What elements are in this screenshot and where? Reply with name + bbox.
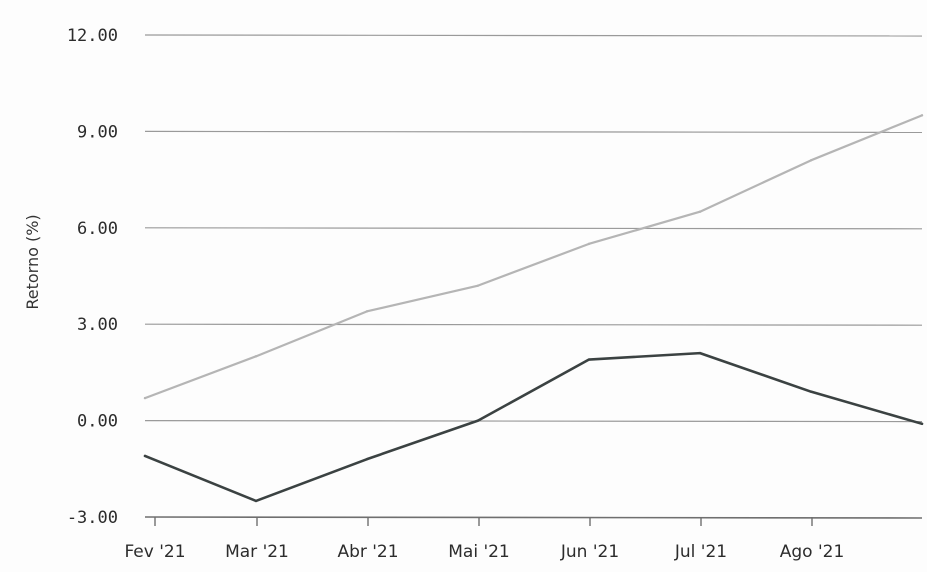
- x-tick-label: Jun '21: [560, 542, 619, 562]
- x-tick-label: Fev '21: [124, 542, 185, 562]
- x-tick-label: Jul '21: [674, 542, 727, 562]
- series-1-point: [143, 396, 147, 400]
- gridline: [144, 323, 923, 326]
- series-2-point: [698, 351, 702, 355]
- y-tick-label: 3.00: [77, 315, 118, 335]
- series-lines: [143, 114, 924, 503]
- series-2-point: [920, 422, 924, 426]
- series-1-point: [254, 355, 258, 358]
- series-1-point: [365, 310, 369, 313]
- y-tick-label: 12.00: [67, 26, 118, 46]
- y-axis-ticks: 12.00 9.00 6.00 3.00 0.00 -3.00: [67, 26, 118, 528]
- gridline: [144, 130, 923, 133]
- y-tick-label: -3.00: [67, 508, 118, 528]
- y-tick-label: 0.00: [77, 412, 118, 432]
- x-tick-label: Abr '21: [337, 542, 398, 562]
- series-1-point: [809, 159, 813, 162]
- series-1-point: [587, 242, 591, 246]
- series-2-point: [476, 419, 480, 422]
- gridline: [144, 420, 923, 423]
- series-2-point: [143, 454, 147, 458]
- gridlines: [144, 34, 923, 519]
- x-tick-label: Mar '21: [225, 542, 289, 562]
- series-1-point: [920, 114, 924, 117]
- gridline: [144, 34, 923, 37]
- x-axis-line: [144, 516, 923, 519]
- gridline: [144, 227, 923, 230]
- series-2-point: [254, 499, 258, 503]
- series-1-point: [698, 210, 702, 213]
- series-line-1: [143, 114, 924, 400]
- series-2-point: [365, 457, 369, 461]
- y-tick-label: 6.00: [77, 219, 118, 239]
- x-axis: Fev '21 Mar '21 Abr '21 Mai '21 Jun '21 Jul '…: [124, 517, 844, 562]
- y-axis-title: Retorno (%): [23, 214, 42, 309]
- x-tick-label: Ago '21: [780, 542, 845, 562]
- x-tick-label: Mai '21: [448, 542, 510, 562]
- series-1-point: [476, 284, 480, 287]
- series-2-point: [587, 358, 591, 361]
- y-tick-label: 9.00: [77, 122, 118, 142]
- series-2-point: [809, 390, 813, 393]
- series-line-2: [143, 351, 924, 503]
